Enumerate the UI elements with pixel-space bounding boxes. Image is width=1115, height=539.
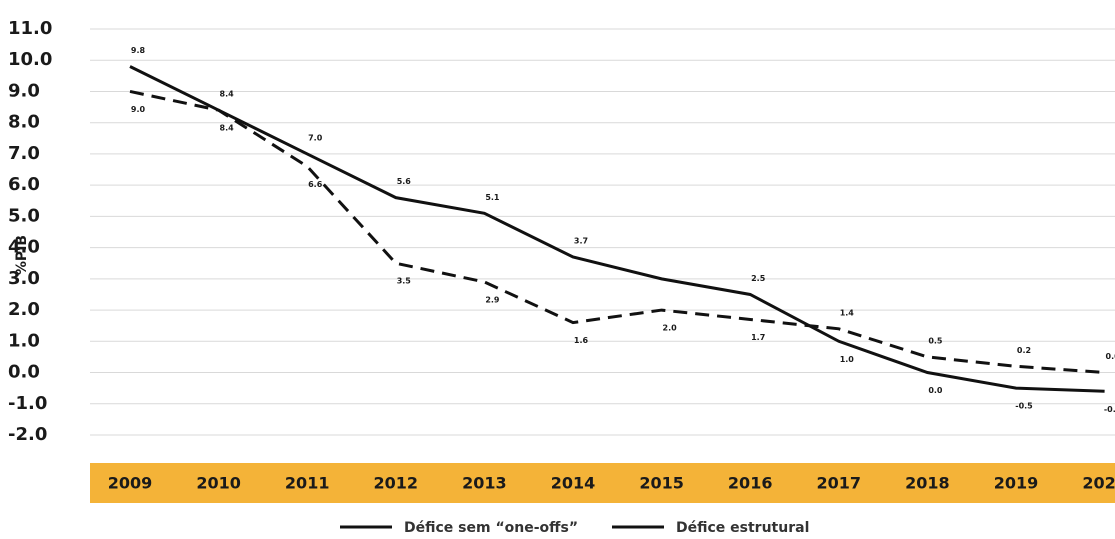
x-tick-label: 2012 [374, 474, 419, 493]
data-label: 7.0 [308, 133, 323, 142]
data-label: 9.0 [131, 105, 146, 114]
y-tick-label: 3.0 [8, 268, 40, 289]
data-label: 0.0 [928, 386, 943, 395]
y-tick-label: 4.0 [8, 237, 40, 258]
data-label: 8.4 [220, 124, 235, 133]
data-label: 1.0 [840, 355, 855, 364]
y-tick-label: 5.0 [8, 205, 40, 226]
y-tick-label: 9.0 [8, 80, 40, 101]
x-tick-label: 2010 [196, 474, 241, 493]
legend-label: Défice estrutural [676, 520, 809, 536]
data-label: 0.2 [1017, 346, 1031, 355]
x-tick-label: 2016 [728, 474, 773, 493]
x-tick-label: 2019 [994, 474, 1039, 493]
data-label: 6.6 [308, 180, 323, 189]
data-label: 2.9 [485, 295, 500, 304]
data-label: 1.6 [574, 336, 589, 345]
data-label: -0.6 [1104, 405, 1115, 414]
y-tick-label: 2.0 [8, 299, 40, 320]
data-label: 5.1 [485, 193, 500, 202]
x-tick-label: 2011 [285, 474, 330, 493]
x-tick-label: 2009 [108, 474, 153, 493]
data-label: 0.5 [928, 336, 943, 345]
y-tick-label: 11.0 [8, 18, 52, 39]
data-label: 1.4 [840, 308, 855, 317]
series-line [129, 65, 1105, 393]
data-label: 1.7 [751, 333, 765, 342]
x-tick-label: 2013 [462, 474, 507, 493]
x-tick-label: 2014 [551, 474, 596, 493]
x-tick-label: 2015 [639, 474, 684, 493]
y-tick-label: -2.0 [8, 424, 47, 445]
y-tick-label: 1.0 [8, 330, 40, 351]
x-tick-label: 2017 [817, 474, 862, 493]
y-axis-label: %PIB [14, 235, 30, 275]
y-tick-label: 0.0 [8, 362, 40, 383]
data-label: -0.5 [1015, 402, 1033, 411]
data-label: 2.5 [751, 274, 766, 283]
y-tick-label: 8.0 [8, 112, 40, 133]
series-line [129, 89, 1105, 375]
data-label: 3.5 [397, 277, 412, 286]
x-tick-label: 2018 [905, 474, 950, 493]
x-tick-label: 2020 [1082, 474, 1115, 493]
data-label: 9.8 [131, 46, 146, 55]
y-tick-label: -1.0 [8, 393, 47, 414]
y-tick-label: 6.0 [8, 174, 40, 195]
data-label: 2.0 [663, 324, 678, 333]
legend-label: Défice sem “one-offs” [404, 520, 578, 536]
y-tick-label: 7.0 [8, 143, 40, 164]
data-label: 3.7 [574, 236, 588, 245]
data-label: 0.0 [1106, 352, 1115, 361]
y-tick-label: 10.0 [8, 49, 52, 70]
data-label: 5.6 [397, 177, 412, 186]
x-axis-band [90, 463, 1115, 503]
data-label: 8.4 [220, 90, 235, 99]
